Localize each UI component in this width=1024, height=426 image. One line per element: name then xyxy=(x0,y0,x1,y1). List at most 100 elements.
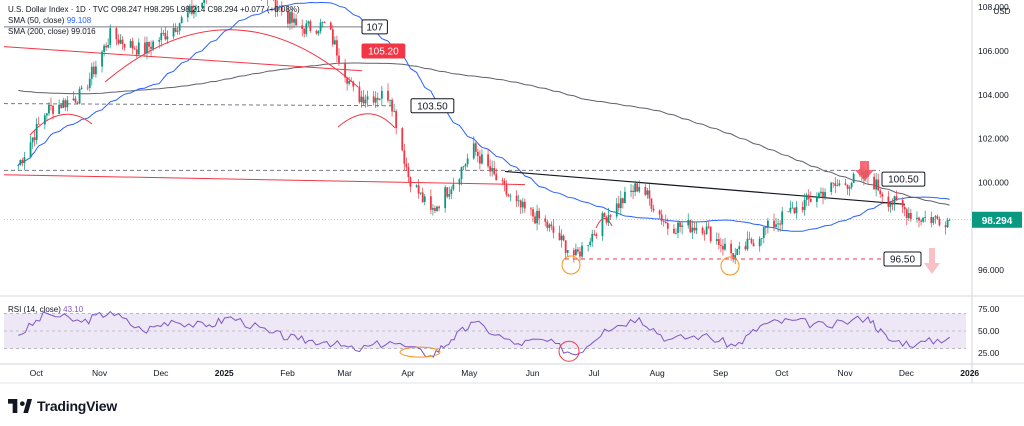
candle-body xyxy=(579,251,581,257)
candle-body xyxy=(160,32,163,40)
candle-body xyxy=(587,245,590,246)
candle-body xyxy=(301,25,304,29)
candle-body xyxy=(591,233,594,242)
candle-body xyxy=(436,206,438,211)
x-tick-label: 2025 xyxy=(215,368,234,378)
candle-body xyxy=(566,250,569,253)
candle-body xyxy=(893,196,896,205)
rsi-legend-value: 43.10 xyxy=(63,305,84,314)
level-line-103-50 xyxy=(3,103,396,107)
legend-ohlc: O98.247 H98.295 L98.214 C98.294 +0.077 (… xyxy=(111,5,300,14)
candle-body xyxy=(366,96,369,100)
candle-body xyxy=(775,224,777,227)
candle-body xyxy=(809,198,812,202)
x-tick-label: Feb xyxy=(280,368,295,378)
candle-body xyxy=(358,86,361,103)
candle-body xyxy=(491,167,494,172)
x-tick-label: Dec xyxy=(153,368,169,378)
candle-body xyxy=(852,173,855,183)
candle-body xyxy=(789,207,792,212)
candle-body xyxy=(662,221,665,222)
candle-body xyxy=(648,190,651,199)
rsi-legend: RSI (14, close) 43.10 xyxy=(8,305,83,314)
candle-body xyxy=(423,196,426,203)
candle-body xyxy=(879,190,882,195)
label-103-50[interactable]: 103.50 xyxy=(410,98,455,114)
candle-body xyxy=(476,151,479,157)
candle-body xyxy=(630,190,632,192)
candle-body xyxy=(86,87,89,89)
candle-body xyxy=(779,223,782,225)
candle-body xyxy=(564,240,567,253)
label-96-50-text: 96.50 xyxy=(890,255,915,266)
candle-body xyxy=(615,203,618,217)
candle-body xyxy=(722,245,724,250)
candle-body xyxy=(172,28,175,37)
candle-body xyxy=(593,233,596,235)
candle-body xyxy=(387,90,389,101)
chart-legend: U.S. Dollar Index · 1D · TVC O98.247 H98… xyxy=(8,4,300,37)
label-107[interactable]: 107 xyxy=(361,19,388,35)
candle-body xyxy=(193,10,195,14)
candle-body xyxy=(675,232,677,234)
candle-body xyxy=(732,253,735,260)
rsi-oversold-circle xyxy=(558,340,580,362)
candle-body xyxy=(462,166,465,168)
candle-body xyxy=(758,238,761,247)
last-price-tag xyxy=(972,211,1022,228)
y-tick-label: 106.000 xyxy=(978,46,1009,56)
candle-body xyxy=(805,194,808,200)
candle-body xyxy=(52,105,54,114)
candle-body xyxy=(609,215,612,217)
candle-body xyxy=(305,23,308,34)
candle-body xyxy=(338,55,340,63)
candle-body xyxy=(838,183,841,186)
candle-body xyxy=(507,194,510,197)
candle-body xyxy=(689,220,692,233)
label-96-50[interactable]: 96.50 xyxy=(883,251,922,267)
candle-body xyxy=(705,226,708,234)
x-tick-label: Oct xyxy=(775,368,789,378)
candle-body xyxy=(846,184,849,189)
candle-body xyxy=(148,41,150,47)
candle-body xyxy=(417,185,420,194)
legend-sma200-label: SMA (200, close) xyxy=(8,27,69,36)
label-100-50[interactable]: 100.50 xyxy=(881,171,926,187)
candle-body xyxy=(709,226,712,242)
candle-body xyxy=(748,238,751,240)
candle-body xyxy=(474,143,477,152)
candle-body xyxy=(750,239,753,244)
candle-body xyxy=(276,7,279,11)
candle-body xyxy=(552,226,555,233)
candle-body xyxy=(877,179,880,191)
candle-body xyxy=(331,29,334,45)
label-105-20[interactable]: 105.20 xyxy=(361,43,406,59)
label-107-text: 107 xyxy=(366,22,383,33)
candle-body xyxy=(48,104,50,114)
candle-body xyxy=(117,39,120,44)
candle-body xyxy=(595,234,598,237)
candle-body xyxy=(730,243,733,254)
candle-body xyxy=(45,113,48,116)
candle-body xyxy=(129,41,132,48)
candle-body xyxy=(444,187,447,209)
candle-body xyxy=(274,0,277,11)
candle-body xyxy=(762,227,765,239)
candle-body xyxy=(752,243,755,247)
candle-body xyxy=(548,224,551,228)
candle-body xyxy=(666,223,669,229)
x-tick-label: Mar xyxy=(337,368,352,378)
label-103-50-text: 103.50 xyxy=(417,101,448,112)
candle-body xyxy=(644,186,647,195)
lower-red-line xyxy=(3,174,526,186)
tradingview-logo[interactable]: TradingView xyxy=(8,398,117,414)
candle-body xyxy=(562,235,565,241)
candle-body xyxy=(621,198,624,204)
candle-body xyxy=(638,186,641,192)
y-tick-label: 104.000 xyxy=(978,90,1009,100)
candle-body xyxy=(521,201,524,208)
candle-body xyxy=(803,199,806,211)
candle-body xyxy=(460,167,463,180)
candle-body xyxy=(137,42,140,55)
